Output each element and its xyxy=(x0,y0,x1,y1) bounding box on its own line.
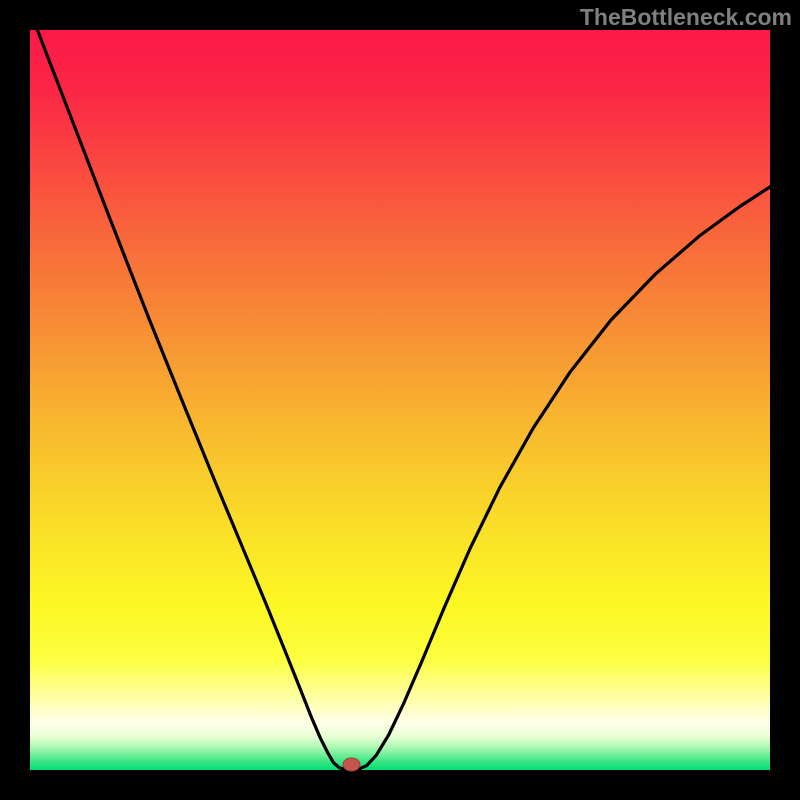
plot-svg xyxy=(30,30,770,770)
watermark-text: TheBottleneck.com xyxy=(580,4,792,31)
plot-area xyxy=(30,30,770,770)
chart-frame: TheBottleneck.com xyxy=(0,0,800,800)
marker-ellipse xyxy=(343,758,360,771)
optimal-point-marker xyxy=(341,756,362,773)
gradient-background xyxy=(30,30,770,770)
